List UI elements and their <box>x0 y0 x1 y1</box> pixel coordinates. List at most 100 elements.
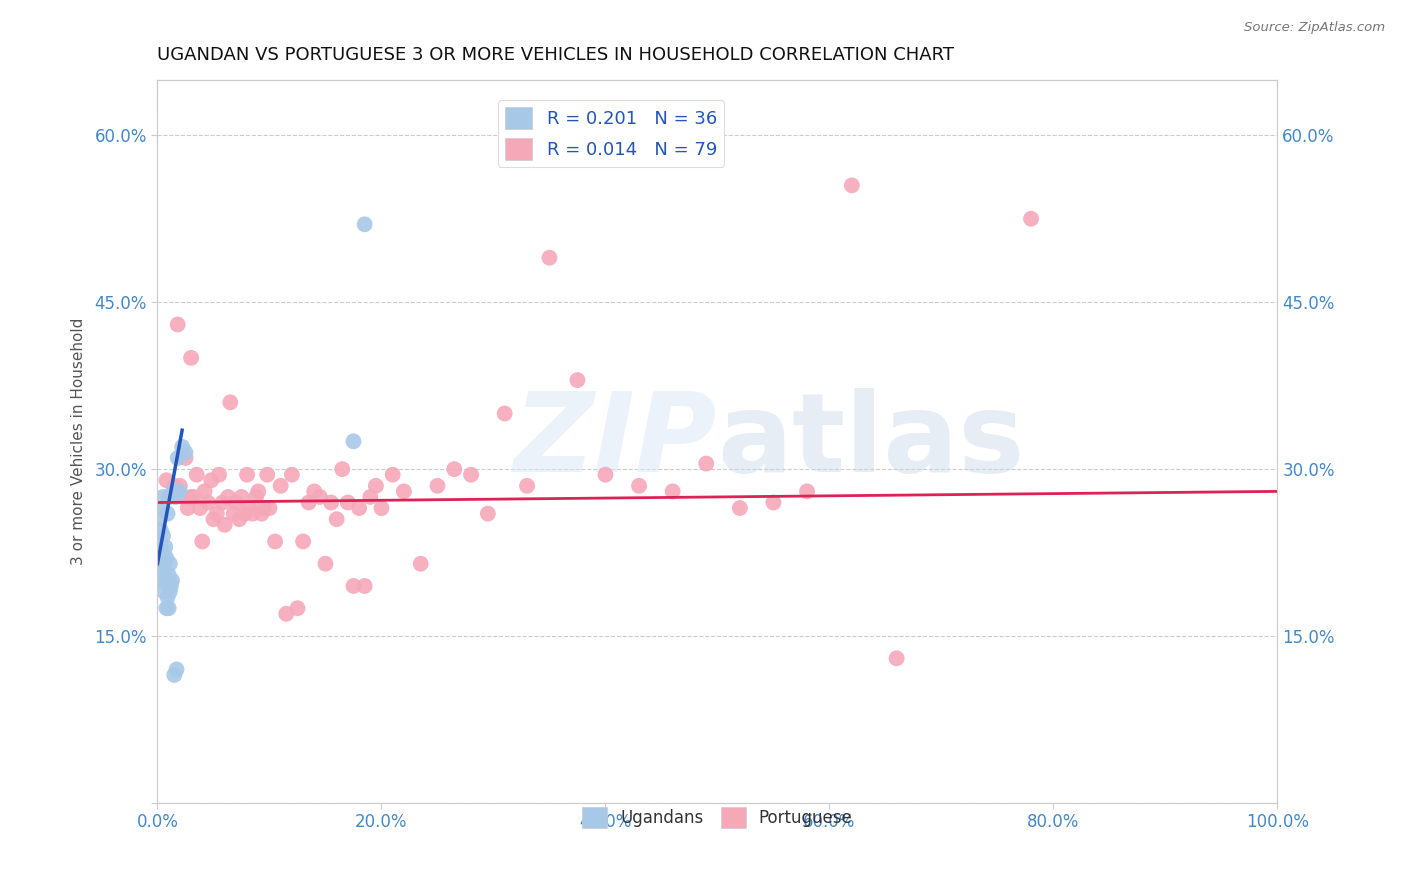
Point <box>245 490 267 504</box>
Point <box>728 501 751 516</box>
Point <box>208 467 231 482</box>
Point <box>153 557 176 571</box>
Point <box>186 467 208 482</box>
Point <box>155 551 177 566</box>
Legend: Ugandans, Portuguese: Ugandans, Portuguese <box>575 801 859 834</box>
Point <box>330 462 353 476</box>
Text: Source: ZipAtlas.com: Source: ZipAtlas.com <box>1244 21 1385 34</box>
Point <box>426 479 449 493</box>
Point <box>347 501 370 516</box>
Point <box>149 557 172 571</box>
Point <box>157 601 180 615</box>
Point <box>163 479 186 493</box>
Point <box>155 473 177 487</box>
Point <box>172 440 194 454</box>
Point <box>319 495 342 509</box>
Point <box>595 467 617 482</box>
Point <box>796 484 818 499</box>
Point <box>153 584 176 599</box>
Point <box>381 467 404 482</box>
Point <box>149 540 172 554</box>
Point <box>155 540 177 554</box>
Point <box>174 450 197 465</box>
Point <box>370 501 392 516</box>
Point <box>217 490 239 504</box>
Point <box>160 579 183 593</box>
Point <box>191 534 214 549</box>
Point <box>233 507 256 521</box>
Point <box>762 495 785 509</box>
Text: ZIP: ZIP <box>515 388 717 495</box>
Point <box>231 490 253 504</box>
Point <box>166 662 188 676</box>
Point <box>298 495 321 509</box>
Point <box>163 668 186 682</box>
Point <box>169 484 191 499</box>
Point <box>250 507 273 521</box>
Point <box>443 462 465 476</box>
Point <box>264 534 287 549</box>
Point <box>247 484 270 499</box>
Point <box>236 467 259 482</box>
Point <box>150 501 173 516</box>
Point <box>157 567 180 582</box>
Point <box>304 484 326 499</box>
Point <box>152 529 174 543</box>
Point <box>169 479 191 493</box>
Point <box>148 512 170 526</box>
Point <box>460 467 482 482</box>
Point <box>152 490 174 504</box>
Point <box>174 445 197 459</box>
Point <box>197 495 219 509</box>
Point <box>160 574 183 588</box>
Point <box>695 457 717 471</box>
Point <box>177 501 200 516</box>
Point <box>567 373 589 387</box>
Point <box>1019 211 1042 226</box>
Point <box>149 574 172 588</box>
Point <box>886 651 908 665</box>
Point <box>166 450 188 465</box>
Point <box>165 490 187 504</box>
Point <box>150 562 173 576</box>
Y-axis label: 3 or more Vehicles in Household: 3 or more Vehicles in Household <box>72 318 86 565</box>
Point <box>180 351 202 365</box>
Point <box>287 601 309 615</box>
Point <box>172 490 194 504</box>
Point <box>156 590 179 604</box>
Point <box>148 534 170 549</box>
Point <box>494 407 516 421</box>
Point <box>202 512 225 526</box>
Point <box>219 395 242 409</box>
Point <box>193 484 215 499</box>
Point <box>225 495 247 509</box>
Point <box>205 507 228 521</box>
Point <box>281 467 304 482</box>
Point <box>156 507 179 521</box>
Point <box>259 501 281 516</box>
Point <box>155 574 177 588</box>
Point <box>342 434 364 449</box>
Point <box>628 479 651 493</box>
Point <box>159 584 181 599</box>
Point <box>180 490 202 504</box>
Point <box>242 507 264 521</box>
Point <box>353 217 375 231</box>
Point <box>162 484 184 499</box>
Point <box>157 490 180 504</box>
Point <box>661 484 683 499</box>
Point <box>477 507 499 521</box>
Point <box>314 557 336 571</box>
Point <box>253 501 276 516</box>
Point <box>166 318 188 332</box>
Point <box>392 484 415 499</box>
Point <box>155 601 177 615</box>
Point <box>211 495 233 509</box>
Point <box>364 479 387 493</box>
Point <box>409 557 432 571</box>
Text: atlas: atlas <box>717 388 1025 495</box>
Point <box>336 495 359 509</box>
Text: UGANDAN VS PORTUGUESE 3 OR MORE VEHICLES IN HOUSEHOLD CORRELATION CHART: UGANDAN VS PORTUGUESE 3 OR MORE VEHICLES… <box>157 46 955 64</box>
Point <box>538 251 561 265</box>
Point <box>183 490 205 504</box>
